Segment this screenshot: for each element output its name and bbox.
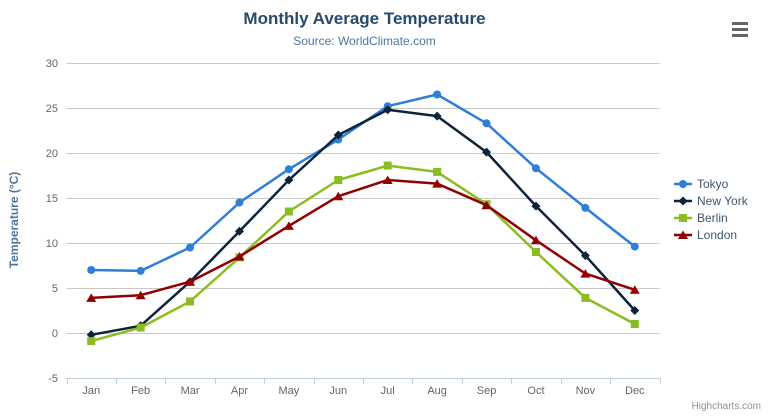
marker-tokyo[interactable] — [87, 266, 96, 274]
y-axis-label: 0 — [52, 328, 58, 340]
x-axis-label: Aug — [427, 385, 447, 397]
hamburger-icon — [732, 28, 748, 31]
x-axis-label: Jun — [329, 385, 347, 397]
hamburger-icon — [732, 34, 748, 37]
marker-new-york[interactable] — [383, 105, 393, 115]
legend-label: New York — [697, 194, 748, 208]
x-axis-label: Jan — [82, 385, 100, 397]
marker-berlin[interactable] — [531, 248, 540, 256]
legend-item-tokyo[interactable]: Tokyo — [674, 177, 748, 191]
marker-tokyo[interactable] — [531, 164, 540, 173]
series-line-berlin[interactable] — [89, 164, 637, 343]
marker-new-york[interactable] — [432, 111, 442, 121]
y-axis-label: -5 — [48, 373, 58, 385]
marker-london[interactable] — [86, 293, 97, 302]
legend-item-new-york[interactable]: New York — [674, 194, 748, 208]
y-axis-label: 20 — [46, 148, 58, 160]
marker-berlin[interactable] — [630, 320, 639, 328]
x-axis-label: Apr — [231, 385, 248, 397]
marker-tokyo[interactable] — [581, 203, 590, 212]
x-axis-label: Nov — [576, 385, 596, 397]
marker-london[interactable] — [382, 175, 393, 185]
hamburger-icon — [732, 22, 748, 25]
x-axis-label: May — [278, 385, 299, 397]
marker-london[interactable] — [580, 269, 591, 278]
legend-symbol-marker — [679, 180, 687, 188]
marker-tokyo[interactable] — [186, 243, 195, 252]
marker-new-york[interactable] — [630, 306, 640, 315]
y-axis-label: 10 — [46, 238, 58, 250]
marker-new-york[interactable] — [531, 201, 541, 211]
y-axis-label: 5 — [52, 283, 58, 295]
credits-link[interactable]: Highcharts.com — [691, 401, 761, 412]
y-axis-label: 25 — [46, 103, 58, 115]
marker-tokyo[interactable] — [433, 90, 442, 99]
marker-tokyo[interactable] — [630, 242, 639, 251]
series-line-new-york[interactable] — [89, 108, 637, 337]
marker-london[interactable] — [481, 200, 492, 210]
export-menu-button[interactable] — [732, 22, 748, 37]
marker-london[interactable] — [530, 235, 541, 245]
y-axis-label: 30 — [46, 58, 58, 70]
chart-subtitle: Source: WorldClimate.com — [293, 34, 436, 48]
marker-london[interactable] — [432, 179, 443, 188]
legend-item-london[interactable]: London — [674, 228, 748, 242]
marker-berlin[interactable] — [581, 293, 590, 302]
marker-berlin[interactable] — [383, 161, 392, 170]
marker-berlin[interactable] — [136, 323, 145, 332]
series-line-london[interactable] — [89, 178, 637, 300]
series-line-tokyo[interactable] — [89, 93, 637, 273]
y-axis-label: 15 — [46, 193, 58, 205]
marker-tokyo[interactable] — [284, 165, 293, 174]
marker-new-york[interactable] — [284, 175, 294, 185]
x-axis-label: Dec — [625, 385, 645, 397]
marker-london[interactable] — [185, 277, 196, 286]
legend-symbol-square-icon — [674, 214, 692, 222]
legend-item-berlin[interactable]: Berlin — [674, 211, 748, 225]
legend-symbol-diamond-icon — [674, 196, 692, 206]
marker-london[interactable] — [333, 191, 344, 201]
marker-berlin[interactable] — [284, 207, 293, 216]
legend-symbol-marker — [679, 214, 687, 222]
legend-symbol-marker — [678, 230, 688, 239]
marker-berlin[interactable] — [433, 167, 442, 176]
legend-label: Tokyo — [697, 177, 729, 191]
marker-new-york[interactable] — [333, 130, 343, 140]
legend-symbol-marker — [678, 196, 688, 206]
marker-berlin[interactable] — [87, 337, 96, 346]
x-axis-label: Sep — [477, 385, 497, 397]
marker-london[interactable] — [135, 290, 146, 300]
marker-new-york[interactable] — [482, 147, 492, 157]
x-axis-label: Mar — [181, 385, 200, 397]
marker-tokyo[interactable] — [235, 198, 244, 207]
marker-berlin[interactable] — [186, 297, 195, 306]
marker-new-york[interactable] — [580, 251, 590, 261]
legend-symbol-triangle-icon — [674, 230, 692, 239]
marker-london[interactable] — [629, 285, 640, 294]
x-axis-label: Oct — [527, 385, 544, 397]
marker-tokyo[interactable] — [482, 119, 491, 128]
x-axis-label: Feb — [131, 385, 150, 397]
marker-berlin[interactable] — [334, 176, 343, 184]
legend-label: Berlin — [697, 211, 728, 225]
marker-london[interactable] — [283, 221, 294, 230]
x-axis-label: Jul — [381, 385, 395, 397]
marker-london[interactable] — [234, 252, 245, 261]
marker-new-york[interactable] — [234, 226, 244, 236]
legend-symbol-circle-icon — [674, 180, 692, 188]
legend-label: London — [697, 228, 738, 242]
marker-new-york[interactable] — [86, 330, 96, 340]
marker-tokyo[interactable] — [136, 266, 145, 275]
chart-title: Monthly Average Temperature — [243, 9, 486, 28]
legend: Tokyo New York Berlin London — [674, 177, 748, 242]
